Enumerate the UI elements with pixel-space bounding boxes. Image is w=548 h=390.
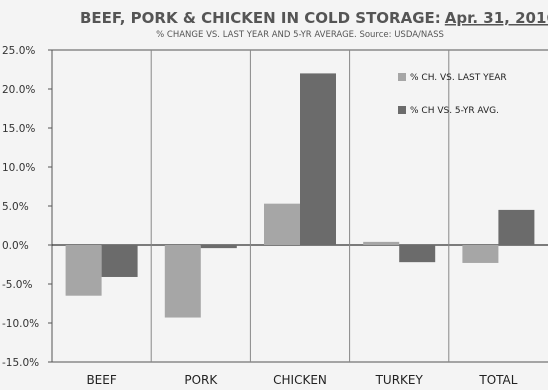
bar-chicken-series-1 (264, 203, 300, 245)
bar-chicken-series-2 (300, 73, 336, 246)
bar-total-series-2 (498, 209, 535, 245)
category-label: CHICKEN (273, 373, 327, 387)
bar-beef-series-2 (101, 245, 138, 277)
legend-swatch (398, 73, 406, 81)
y-tick-label: 10.0% (2, 162, 35, 174)
legend-label: % CH VS. 5-YR AVG. (410, 106, 499, 116)
category-label: TOTAL (478, 373, 517, 387)
bar-total-series-1 (462, 245, 499, 263)
y-tick-label: 15.0% (2, 123, 35, 135)
chart-subtitle: % CHANGE VS. LAST YEAR AND 5-YR AVERAGE.… (156, 30, 444, 40)
y-tick-label: 25.0% (2, 45, 35, 57)
y-tick-label: 5.0% (2, 201, 29, 213)
x-axis-categories: BEEF PORK CHICKEN TURKEY TOTAL (86, 373, 517, 387)
legend-label: % CH. VS. LAST YEAR (410, 73, 507, 83)
y-tick-label: 20.0% (2, 84, 35, 96)
bar-beef-series-1 (65, 245, 102, 296)
y-tick-label: -5.0% (2, 279, 32, 291)
category-label: BEEF (86, 373, 116, 387)
bar-pork-series-2 (200, 245, 237, 249)
legend: % CH. VS. LAST YEAR % CH VS. 5-YR AVG. (398, 73, 507, 116)
bars (65, 73, 535, 318)
y-tick-label: 0.0% (2, 240, 29, 252)
chart-title-date: Apr. 31, 2016 (445, 9, 548, 27)
y-tick-label: -10.0% (2, 318, 39, 330)
chart-title: BEEF, PORK & CHICKEN IN COLD STORAGE: Apr… (80, 9, 548, 27)
y-axis-ticks: 25.0% 20.0% 15.0% 10.0% 5.0% 0.0% -5.0% -10.0% -… (2, 45, 52, 369)
legend-swatch (398, 106, 406, 114)
category-label: TURKEY (375, 373, 424, 387)
bar-turkey-series-1 (363, 241, 400, 245)
category-label: PORK (184, 373, 218, 387)
chart-title-main: BEEF, PORK & CHICKEN IN COLD STORAGE: (80, 9, 441, 27)
bar-pork-series-1 (164, 245, 201, 318)
bar-turkey-series-2 (399, 245, 436, 263)
y-tick-label: -15.0% (2, 357, 39, 369)
